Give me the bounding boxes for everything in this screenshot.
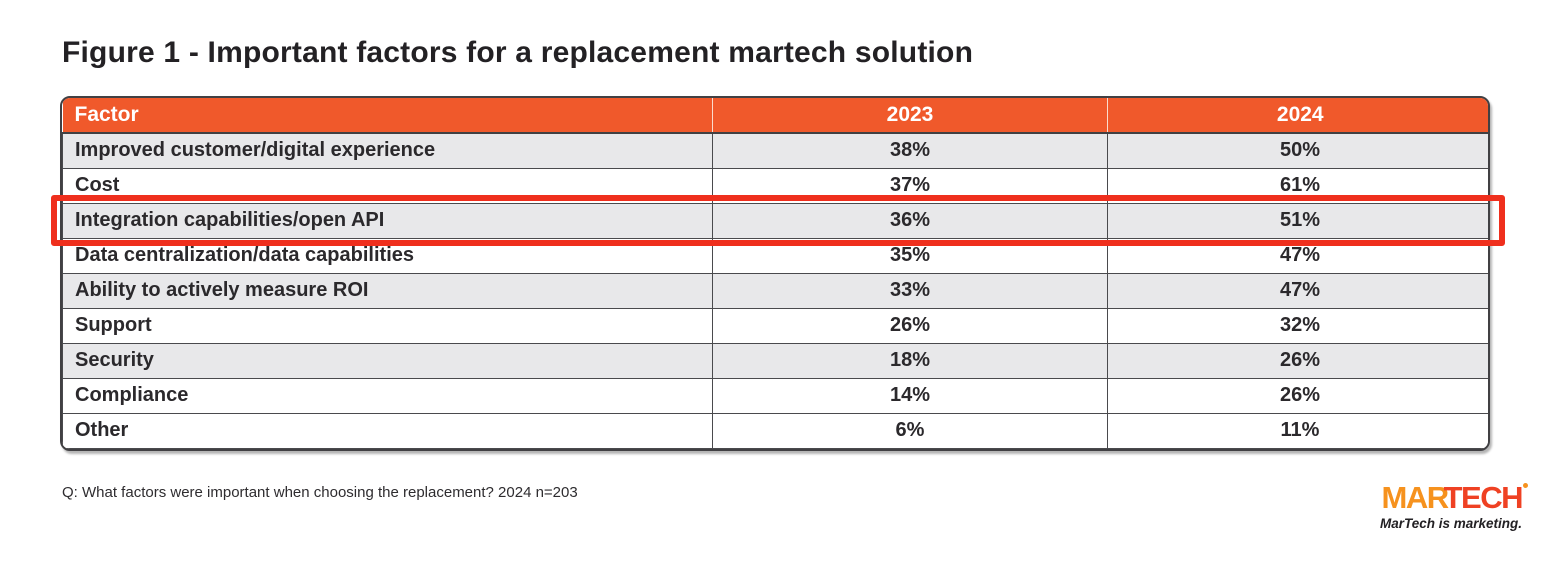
value-cell-2023: 33% — [712, 272, 1108, 309]
table-row: Data centralization/data capabilities 35%… — [62, 237, 1488, 274]
header-row: Factor 2023 2024 — [62, 98, 1488, 134]
factor-cell: Cost — [62, 167, 713, 204]
table-frame: Factor 2023 2024 Improved customer/digit… — [60, 96, 1490, 451]
footnote: Q: What factors were important when choo… — [62, 484, 578, 501]
value-cell-2023: 36% — [712, 202, 1108, 239]
factor-cell: Other — [62, 412, 713, 449]
martech-logo: MARTECH MarTech is marketing. — [1379, 480, 1528, 531]
factor-cell: Ability to actively measure ROI — [62, 272, 713, 309]
table-row: Support 26% 32% — [62, 307, 1488, 344]
table-container: Factor 2023 2024 Improved customer/digit… — [51, 96, 1505, 451]
table-row: Integration capabilities/open API 36% 51% — [62, 202, 1488, 239]
value-cell-2024: 47% — [1107, 272, 1488, 309]
value-cell-2023: 18% — [712, 342, 1108, 379]
table-row: Improved customer/digital experience 38% 5… — [62, 132, 1488, 169]
value-cell-2024: 47% — [1107, 237, 1488, 274]
factor-cell: Security — [62, 342, 713, 379]
header-factor: Factor — [62, 98, 713, 134]
value-cell-2024: 26% — [1107, 342, 1488, 379]
logo-tagline: MarTech is marketing. — [1379, 516, 1522, 531]
value-cell-2023: 38% — [712, 132, 1108, 169]
header-2023: 2023 — [712, 98, 1108, 134]
logo-text-tech: TECH — [1443, 480, 1524, 515]
value-cell-2023: 35% — [712, 237, 1108, 274]
value-cell-2023: 37% — [712, 167, 1108, 204]
factor-cell: Compliance — [62, 377, 713, 414]
table-row: Other 6% 11% — [62, 412, 1488, 449]
factor-cell: Integration capabilities/open API — [62, 202, 713, 239]
factor-cell: Support — [62, 307, 713, 344]
value-cell-2024: 32% — [1107, 307, 1488, 344]
figure-title: Figure 1 - Important factors for a repla… — [62, 36, 974, 69]
value-cell-2024: 26% — [1107, 377, 1488, 414]
factor-cell: Improved customer/digital experience — [62, 132, 713, 169]
value-cell-2023: 14% — [712, 377, 1108, 414]
value-cell-2023: 26% — [712, 307, 1108, 344]
table-row: Cost 37% 61% — [62, 167, 1488, 204]
value-cell-2024: 11% — [1107, 412, 1488, 449]
value-cell-2024: 51% — [1107, 202, 1488, 239]
table-row: Security 18% 26% — [62, 342, 1488, 379]
table-row: Compliance 14% 26% — [62, 377, 1488, 414]
header-2024: 2024 — [1107, 98, 1488, 134]
table-row: Ability to actively measure ROI 33% 47% — [62, 272, 1488, 309]
factor-cell: Data centralization/data capabilities — [62, 237, 713, 274]
value-cell-2024: 50% — [1107, 132, 1488, 169]
registered-mark-icon — [1523, 483, 1528, 488]
value-cell-2024: 61% — [1107, 167, 1488, 204]
martech-logo-wordmark: MARTECH — [1381, 480, 1528, 515]
value-cell-2023: 6% — [712, 412, 1108, 449]
logo-text-mar: MAR — [1381, 480, 1450, 515]
factors-table: Factor 2023 2024 Improved customer/digit… — [62, 98, 1488, 449]
